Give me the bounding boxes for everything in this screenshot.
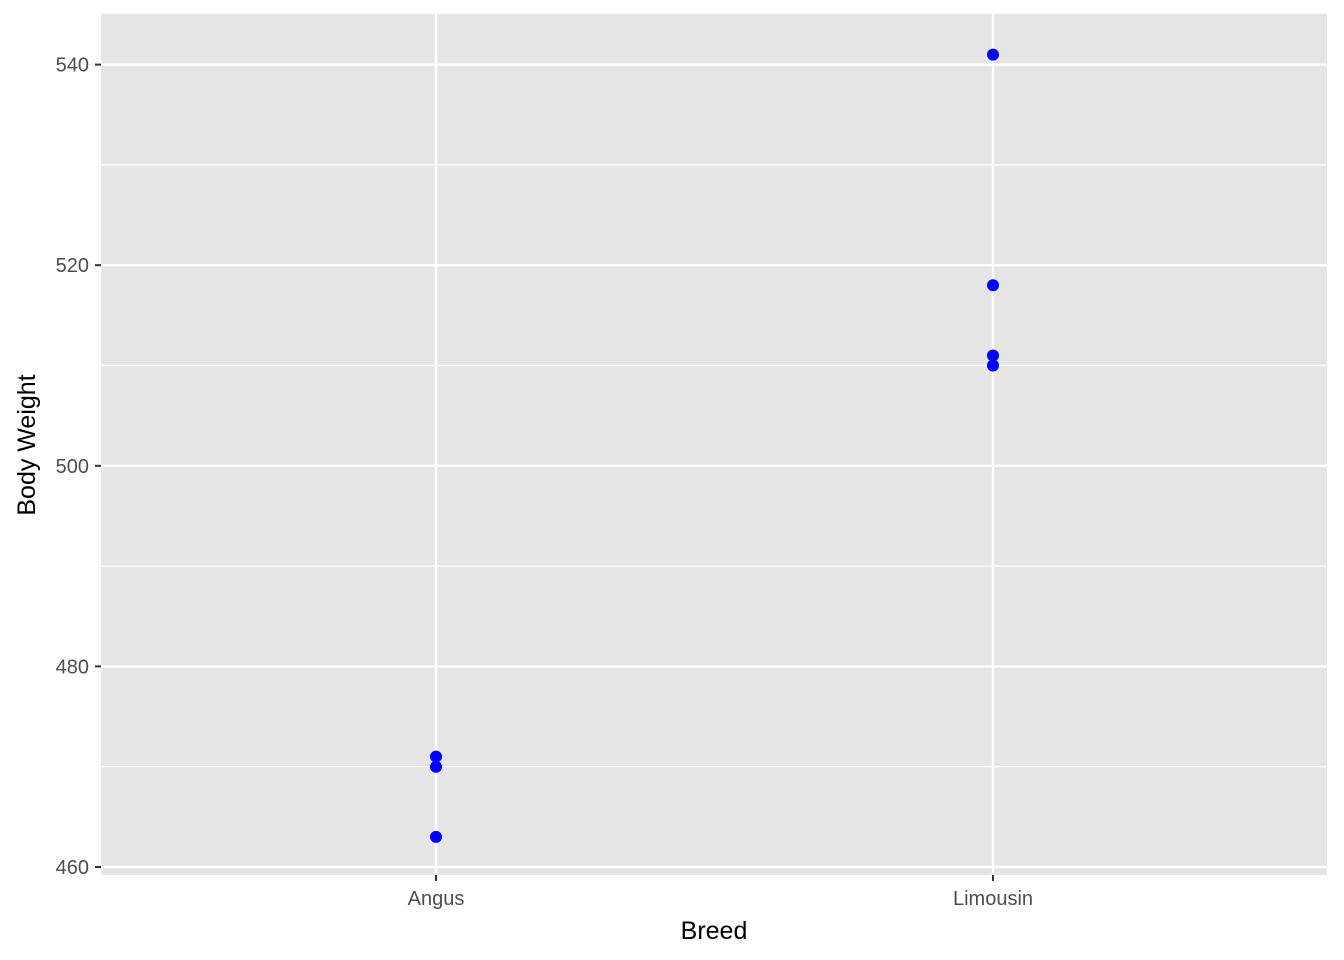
data-points bbox=[430, 48, 999, 843]
y-tick-label: 460 bbox=[56, 857, 89, 879]
y-axis-title: Body Weight bbox=[13, 374, 41, 515]
y-tick-label: 500 bbox=[56, 456, 89, 478]
grid-lines bbox=[101, 14, 1327, 875]
data-point bbox=[430, 750, 442, 763]
data-point bbox=[430, 830, 442, 843]
x-tick-label: Angus bbox=[408, 888, 465, 910]
data-point bbox=[430, 760, 442, 773]
y-tick-label: 540 bbox=[56, 55, 89, 77]
axes: 460 480 500 520 540 Angus Limousin bbox=[56, 55, 1033, 910]
y-tick-label: 520 bbox=[56, 255, 89, 277]
plot-panel bbox=[101, 14, 1327, 875]
data-point bbox=[987, 349, 999, 362]
x-tick-label: Limousin bbox=[953, 888, 1033, 910]
data-point bbox=[987, 48, 999, 61]
x-axis-title: Breed bbox=[681, 917, 748, 945]
data-point bbox=[987, 279, 999, 292]
y-tick-label: 480 bbox=[56, 656, 89, 678]
data-point bbox=[987, 359, 999, 372]
